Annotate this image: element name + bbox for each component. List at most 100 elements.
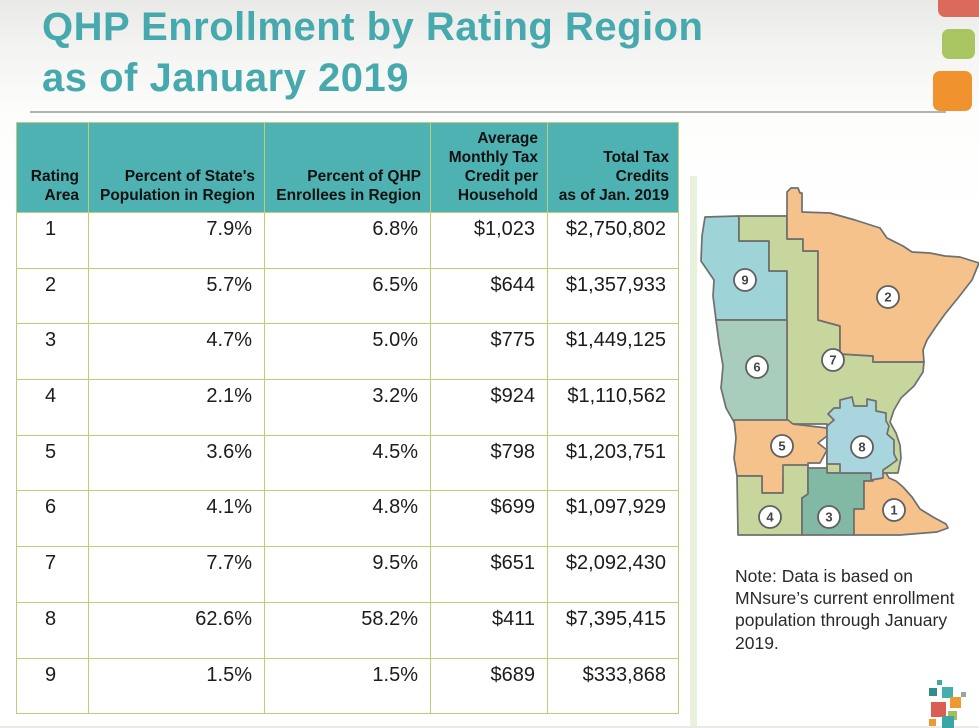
table-header-row: Rating Area Percent of State's Populatio… <box>16 122 679 213</box>
logo-square <box>929 688 937 696</box>
region-badge-number: 9 <box>741 273 748 288</box>
column-header-pct-qhp-enrollees: Percent of QHP Enrollees in Region <box>264 122 431 213</box>
table-row: 3 4.7% 5.0% $775 $1,449,125 <box>16 323 679 381</box>
table-cell: 9 <box>16 657 89 715</box>
table-cell: $1,357,933 <box>547 267 679 325</box>
region-badge-number: 6 <box>753 360 760 375</box>
map-region-4 <box>736 464 809 536</box>
table-cell: 58.2% <box>264 601 431 659</box>
accent-square-red <box>938 0 979 17</box>
minnesota-region-map: 9 2 6 7 5 8 4 3 1 <box>700 187 979 536</box>
table-cell: 2 <box>16 267 89 325</box>
region-badge-number: 4 <box>766 510 774 525</box>
table-cell: $411 <box>430 601 548 659</box>
region-badge-circle <box>770 434 794 458</box>
table-row: 5 3.6% 4.5% $798 $1,203,751 <box>16 434 679 492</box>
table-cell: 4 <box>16 379 89 436</box>
title-divider <box>30 111 946 113</box>
region-badge-number: 1 <box>890 503 897 518</box>
table-cell: 3.2% <box>264 379 431 436</box>
table-cell: $651 <box>430 546 548 603</box>
column-header-rating-area: Rating Area <box>16 122 89 213</box>
table-row: 1 7.9% 6.8% $1,023 $2,750,802 <box>16 212 679 269</box>
column-header-avg-tax-credit: Average Monthly Tax Credit per Household <box>430 122 548 213</box>
table-cell: 3 <box>16 323 89 381</box>
column-header-total-tax-credits: Total Tax Credits as of Jan. 2019 <box>547 122 679 213</box>
logo-square <box>929 719 936 726</box>
table-cell: $1,023 <box>430 212 548 269</box>
table-cell: $1,097,929 <box>547 490 679 548</box>
logo-square <box>937 680 942 685</box>
logo-square <box>950 697 961 708</box>
logo-square <box>942 687 953 698</box>
table-cell: 1.5% <box>264 657 431 715</box>
enrollment-table: Rating Area Percent of State's Populatio… <box>16 122 679 715</box>
logo-square <box>948 711 957 720</box>
table-cell: 6.8% <box>264 212 431 269</box>
region-badge-number: 3 <box>825 510 832 525</box>
table-cell: 4.7% <box>88 323 265 381</box>
table-cell: $1,203,751 <box>547 434 679 492</box>
table-row: 9 1.5% 1.5% $689 $333,868 <box>16 657 679 715</box>
table-cell: $7,395,415 <box>547 601 679 659</box>
slide-title-line2: as of January 2019 <box>42 56 409 100</box>
table-cell: 1 <box>16 212 89 269</box>
table-cell: $689 <box>430 657 548 715</box>
logo-square <box>942 716 954 728</box>
table-row: 8 62.6% 58.2% $411 $7,395,415 <box>16 601 679 659</box>
table-cell: $775 <box>430 323 548 381</box>
table-cell: 8 <box>16 601 89 659</box>
region-badge-circle <box>882 498 906 522</box>
table-cell: 6 <box>16 490 89 548</box>
note-text: Note: Data is based on MNsure’s current … <box>735 566 955 653</box>
column-header-pct-population: Percent of State's Population in Region <box>88 122 265 213</box>
table-cell: $2,750,802 <box>547 212 679 269</box>
table-row: 6 4.1% 4.8% $699 $1,097,929 <box>16 490 679 548</box>
table-cell: $924 <box>430 379 548 436</box>
region-badge-circle <box>876 285 900 309</box>
region-badge-number: 8 <box>858 440 865 455</box>
table-cell: 2.1% <box>88 379 265 436</box>
table-body: 1 7.9% 6.8% $1,023 $2,750,802 2 5.7% 6.5% $644 $1… <box>16 212 679 715</box>
table-cell: $1,110,562 <box>547 379 679 436</box>
table-cell: 7 <box>16 546 89 603</box>
accent-square-orange <box>933 71 972 111</box>
table-row: 4 2.1% 3.2% $924 $1,110,562 <box>16 379 679 436</box>
region-badge-circle <box>817 505 841 529</box>
table-cell: 5.7% <box>88 267 265 325</box>
region-badge-number: 5 <box>778 439 785 454</box>
table-cell: 62.6% <box>88 601 265 659</box>
logo-square <box>961 692 966 697</box>
table-cell: 3.6% <box>88 434 265 492</box>
table-cell: $644 <box>430 267 548 325</box>
table-row: 2 5.7% 6.5% $644 $1,357,933 <box>16 267 679 325</box>
slide-title: QHP Enrollment by Rating Region as of Ja… <box>42 2 703 104</box>
slide-title-line1: QHP Enrollment by Rating Region <box>42 5 704 49</box>
table-cell: 5 <box>16 434 89 492</box>
table-cell: $798 <box>430 434 548 492</box>
table-cell: $1,449,125 <box>547 323 679 381</box>
table-cell: 4.5% <box>264 434 431 492</box>
region-badge-number: 2 <box>884 290 891 305</box>
table-cell: 6.5% <box>264 267 431 325</box>
table-cell: $699 <box>430 490 548 548</box>
region-badge-circle <box>733 268 757 292</box>
table-cell: 9.5% <box>264 546 431 603</box>
map-image-edge <box>690 176 697 726</box>
table-cell: 7.7% <box>88 546 265 603</box>
map-region-2 <box>786 187 979 363</box>
region-badge-circle <box>850 435 874 459</box>
table-cell: $2,092,430 <box>547 546 679 603</box>
table-cell: $333,868 <box>547 657 679 715</box>
region-badge-number: 7 <box>829 353 836 368</box>
table-cell: 7.9% <box>88 212 265 269</box>
table-cell: 4.1% <box>88 490 265 548</box>
table-cell: 1.5% <box>88 657 265 715</box>
map-region-badges: 9 2 6 7 5 8 4 3 1 <box>733 268 906 529</box>
logo-square <box>931 702 946 717</box>
table-cell: 5.0% <box>264 323 431 381</box>
region-badge-circle <box>745 355 769 379</box>
accent-square-green <box>942 29 975 59</box>
table-row: 7 7.7% 9.5% $651 $2,092,430 <box>16 546 679 603</box>
region-badge-circle <box>821 348 845 372</box>
